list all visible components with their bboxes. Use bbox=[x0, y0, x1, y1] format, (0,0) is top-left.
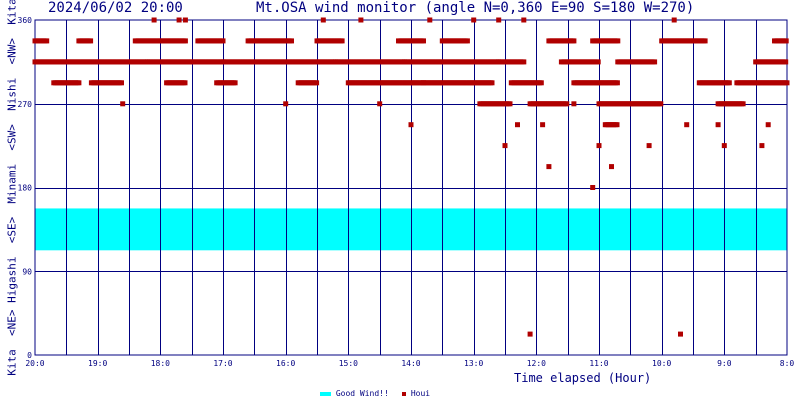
good-wind-swatch bbox=[320, 391, 331, 396]
x-tick-label: 8:0 bbox=[780, 359, 795, 368]
houi-point bbox=[590, 185, 596, 190]
houi-point bbox=[715, 122, 721, 128]
legend-label-houi: Houi bbox=[410, 389, 431, 398]
houi-point bbox=[471, 17, 477, 23]
houi-point bbox=[614, 80, 620, 86]
x-tick-label: 10:0 bbox=[652, 359, 671, 368]
houi-point bbox=[759, 143, 765, 149]
houi-point bbox=[564, 101, 570, 107]
date-label: 2024/06/02 20:00 bbox=[48, 0, 183, 16]
houi-point bbox=[538, 80, 544, 86]
houi-point bbox=[521, 17, 527, 23]
houi-point bbox=[783, 38, 789, 44]
legend-item-houi: Houi bbox=[402, 389, 430, 398]
houi-point bbox=[182, 80, 188, 86]
houi-point bbox=[521, 59, 527, 65]
houi-point bbox=[339, 38, 345, 44]
y-tick-label: 90 bbox=[22, 267, 32, 276]
x-tick-label: 20:0 bbox=[25, 359, 44, 368]
houi-point bbox=[658, 101, 664, 107]
houi-point bbox=[684, 122, 690, 128]
houi-point bbox=[702, 38, 708, 44]
x-tick-label: 19:0 bbox=[88, 359, 107, 368]
y-tick-label: 180 bbox=[18, 184, 33, 193]
y-tick-label: 270 bbox=[18, 100, 33, 109]
x-axis-label: Time elapsed (Hour) bbox=[514, 371, 652, 385]
houi-point bbox=[88, 38, 94, 44]
houi-point bbox=[502, 143, 508, 149]
x-tick-label: 11:0 bbox=[589, 359, 608, 368]
houi-point bbox=[421, 38, 426, 44]
houi-point bbox=[783, 59, 789, 65]
houi-point bbox=[652, 59, 658, 65]
houi-point bbox=[540, 122, 546, 128]
houi-point bbox=[726, 80, 732, 86]
houi-swatch bbox=[402, 391, 406, 396]
houi-point bbox=[314, 80, 320, 86]
x-tick-label: 16:0 bbox=[276, 359, 295, 368]
houi-point bbox=[408, 122, 414, 128]
houi-point bbox=[740, 101, 746, 107]
houi-point bbox=[721, 143, 727, 149]
x-tick-label: 14:0 bbox=[401, 359, 420, 368]
x-tick-label: 15:0 bbox=[339, 359, 358, 368]
houi-point bbox=[596, 143, 602, 149]
houi-point bbox=[427, 17, 433, 23]
houi-point bbox=[289, 38, 294, 44]
legend-label-good-wind: Good Wind!! bbox=[335, 389, 389, 398]
houi-point bbox=[151, 17, 157, 23]
houi-point bbox=[76, 80, 82, 86]
houi-point bbox=[646, 143, 652, 149]
houi-point bbox=[182, 17, 188, 23]
houi-point bbox=[571, 38, 577, 44]
houi-point bbox=[546, 164, 552, 170]
houi-point bbox=[496, 17, 502, 23]
houi-point bbox=[182, 38, 188, 44]
houi-point bbox=[527, 331, 533, 337]
y-tick-label: 0 bbox=[27, 351, 32, 360]
y-tick-label: 360 bbox=[18, 16, 33, 25]
houi-point bbox=[615, 38, 621, 44]
houi-point bbox=[283, 101, 289, 107]
houi-point bbox=[571, 101, 577, 107]
x-tick-label: 9:0 bbox=[717, 359, 732, 368]
houi-point bbox=[176, 17, 182, 23]
houi-point bbox=[609, 164, 614, 170]
houi-point bbox=[464, 38, 470, 44]
houi-point bbox=[765, 122, 771, 128]
houi-point bbox=[489, 80, 495, 86]
houi-point bbox=[507, 101, 513, 107]
houi-point bbox=[119, 80, 124, 86]
y-direction-label: Kita <NE> Higashi <SE> Minami <SW> Nishi… bbox=[5, 0, 19, 376]
houi-point bbox=[232, 80, 238, 86]
houi-point bbox=[784, 80, 790, 86]
houi-point bbox=[671, 17, 677, 23]
houi-point bbox=[120, 101, 126, 107]
chart-title: Mt.OSA wind monitor (angle N=0,360 E=90 … bbox=[256, 0, 695, 16]
legend-item-good-wind: Good Wind!! bbox=[320, 389, 389, 398]
houi-point bbox=[515, 122, 520, 128]
x-tick-label: 17:0 bbox=[213, 359, 232, 368]
x-tick-label: 18:0 bbox=[151, 359, 170, 368]
x-tick-label: 13:0 bbox=[464, 359, 483, 368]
houi-point bbox=[614, 122, 620, 128]
x-tick-label: 12:0 bbox=[527, 359, 546, 368]
houi-point bbox=[220, 38, 226, 44]
houi-point bbox=[377, 101, 383, 107]
houi-point bbox=[320, 17, 326, 23]
houi-point bbox=[44, 38, 50, 44]
houi-point bbox=[678, 331, 683, 337]
houi-point bbox=[595, 59, 601, 65]
houi-point bbox=[358, 17, 364, 23]
